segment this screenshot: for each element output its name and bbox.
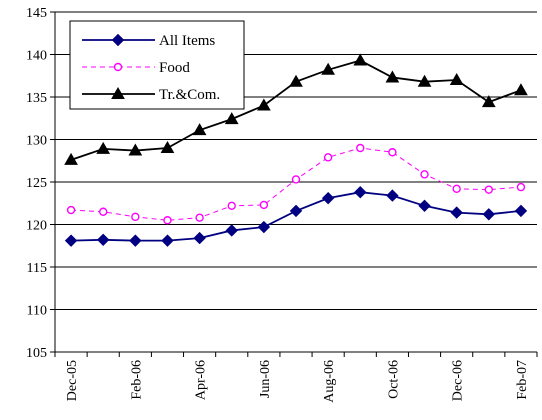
data-point xyxy=(195,213,204,222)
y-tick-label: 110 xyxy=(27,304,47,319)
y-tick-label: 120 xyxy=(26,219,47,234)
data-point xyxy=(386,189,399,202)
legend-label: Tr.&Com. xyxy=(159,87,220,103)
data-point xyxy=(321,62,335,75)
data-point xyxy=(354,185,367,199)
data-point xyxy=(388,148,397,157)
data-point xyxy=(131,212,140,222)
data-point xyxy=(160,140,175,153)
data-point xyxy=(257,220,271,234)
data-point xyxy=(66,205,76,215)
data-point xyxy=(353,53,368,66)
x-tick-label: Aug-06 xyxy=(322,360,337,403)
data-point xyxy=(98,207,108,216)
data-point xyxy=(323,153,333,162)
x-tick-label: Feb-07 xyxy=(515,360,530,400)
x-tick-label: Oct-06 xyxy=(386,360,401,399)
data-point xyxy=(321,191,335,205)
legend-label: All Items xyxy=(159,33,215,49)
data-point xyxy=(482,208,496,221)
x-tick-label: Jun-06 xyxy=(258,360,273,398)
data-point xyxy=(420,170,429,179)
data-point xyxy=(163,216,172,225)
data-point xyxy=(111,33,125,47)
data-point xyxy=(516,182,526,192)
y-tick-label: 135 xyxy=(26,91,47,106)
x-tick-label: Apr-06 xyxy=(194,360,209,400)
data-point xyxy=(259,200,269,210)
legend-label: Food xyxy=(159,60,190,76)
data-point xyxy=(514,204,528,218)
data-point xyxy=(227,201,236,211)
data-point xyxy=(385,70,400,83)
y-tick-label: 115 xyxy=(27,261,47,276)
y-tick-label: 125 xyxy=(26,176,47,191)
data-point xyxy=(452,184,461,194)
legend: All Items Food Tr.&Com. xyxy=(69,20,245,110)
data-point xyxy=(418,199,431,213)
data-point xyxy=(449,72,464,85)
data-point xyxy=(111,86,125,99)
data-point xyxy=(289,204,303,218)
data-point xyxy=(481,95,496,108)
data-point xyxy=(514,83,528,96)
data-point xyxy=(193,231,206,245)
series-tr-com xyxy=(64,53,528,165)
y-tick-label: 145 xyxy=(26,6,47,21)
data-point xyxy=(161,234,174,247)
data-point xyxy=(417,74,432,87)
data-point xyxy=(129,234,142,247)
data-point xyxy=(96,233,110,247)
data-point xyxy=(96,141,111,154)
x-tick-label: Feb-06 xyxy=(129,360,144,400)
data-point xyxy=(64,152,78,165)
x-tick-label: Dec-06 xyxy=(451,360,466,401)
data-point xyxy=(450,206,463,219)
x-tick-label: Dec-05 xyxy=(65,360,80,401)
data-point xyxy=(113,62,123,72)
y-tick-label: 105 xyxy=(26,346,47,361)
y-tick-label: 140 xyxy=(26,49,47,64)
data-point xyxy=(224,112,239,125)
y-tick-label: 130 xyxy=(26,134,47,149)
data-point xyxy=(64,234,78,247)
data-point xyxy=(257,98,271,111)
data-point xyxy=(291,175,301,184)
series-food xyxy=(66,143,526,225)
series-all-items xyxy=(64,185,528,247)
data-point xyxy=(289,74,303,87)
data-point xyxy=(192,123,207,136)
data-point xyxy=(225,224,238,237)
data-point xyxy=(484,185,493,194)
data-point xyxy=(356,143,365,153)
data-point xyxy=(128,143,143,156)
